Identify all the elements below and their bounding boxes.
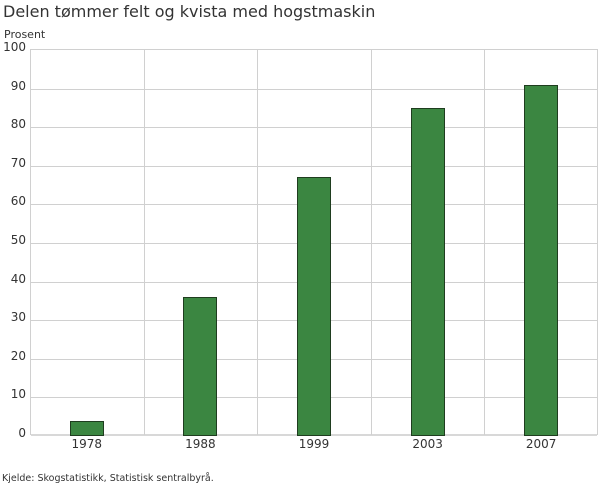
y-tick-label: 30 [10,310,26,325]
bar-1999[interactable] [297,177,331,436]
x-tick-label: 2003 [412,437,443,451]
y-tick-label: 40 [10,271,26,286]
gridline [31,88,597,90]
x-tick-label: 1999 [298,437,330,451]
gridline [257,50,259,435]
bar-1978[interactable] [69,420,104,436]
y-tick-label: 60 [10,194,26,209]
gridline [31,127,597,129]
bar-2003[interactable] [410,107,445,436]
x-tick-label: 2007 [525,437,557,451]
bar-1988[interactable] [183,297,218,436]
y-tick-label: 20 [10,348,26,363]
plot-area [30,49,598,436]
y-tick-label: 90 [10,78,26,93]
y-tick-label: 10 [10,387,26,402]
y-tick-label: 70 [10,155,26,170]
gridline [143,50,145,435]
gridline [484,50,486,435]
y-tick-label: 100 [3,40,26,54]
source-note: Kjelde: Skogstatistikk, Statistisk sentr… [2,473,214,484]
x-tick-label: 1978 [71,437,103,451]
bar-2007[interactable] [524,84,559,436]
gridline [370,50,372,435]
y-tick-label: 50 [10,233,26,247]
gridline [31,165,597,167]
y-axis-label: Prosent [4,28,46,41]
x-tick-label: 1988 [185,437,216,451]
y-tick-label: 80 [10,117,26,132]
chart-title: Delen tømmer felt og kvista med hogstmas… [3,2,376,21]
y-tick-label: 0 [18,426,26,440]
